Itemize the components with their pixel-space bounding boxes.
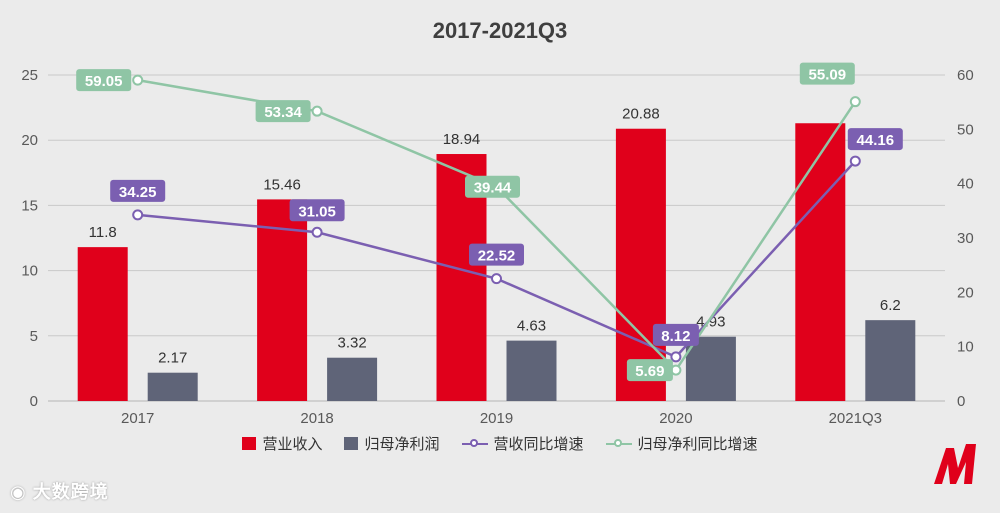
x-tick-label: 2021Q3: [829, 410, 882, 427]
line-point: [491, 273, 502, 285]
watermark-text: 大数跨境: [32, 482, 109, 502]
line-point: [132, 209, 144, 221]
legend: 营业收入 归母净利润 营收同比增速 归母净利同比增速: [0, 433, 1000, 454]
x-tick-label: 2019: [480, 410, 513, 427]
line-data-label: 5.69: [635, 363, 664, 380]
watermark: ◉ 大数跨境: [10, 478, 109, 504]
bar: [615, 128, 666, 401]
y-right-tick-label: 60: [957, 67, 974, 84]
bar: [77, 247, 128, 401]
x-tick-label: 2017: [121, 410, 154, 427]
bar-data-label: 3.32: [337, 335, 366, 352]
legend-swatch-revenue-growth: [461, 438, 488, 450]
y-right-tick-label: 50: [957, 121, 974, 138]
legend-label-net-profit: 归母净利润: [364, 436, 440, 453]
y-right-tick-label: 30: [957, 230, 974, 247]
legend-item-net-profit: 归母净利润: [344, 433, 440, 454]
line-data-label: 59.05: [85, 73, 123, 90]
y-right-tick-label: 10: [957, 339, 974, 356]
x-tick-label: 2020: [659, 410, 692, 427]
bar: [327, 357, 378, 401]
bar: [147, 372, 198, 401]
bar: [506, 340, 557, 401]
y-right-tick-label: 0: [957, 393, 965, 410]
y-left-tick-label: 0: [30, 393, 38, 410]
y-left-tick-label: 10: [21, 263, 38, 280]
bar: [257, 199, 308, 401]
bar: [795, 123, 846, 402]
bar-data-label: 15.46: [263, 176, 301, 193]
weibo-icon: ◉: [10, 482, 27, 502]
bar-data-label: 20.88: [622, 106, 660, 123]
line-label-box: [847, 128, 903, 151]
legend-swatch-net-profit: [344, 437, 359, 450]
bar-data-label: 2.17: [158, 350, 187, 367]
bar-data-label: 4.63: [517, 318, 546, 335]
line-data-label: 22.52: [478, 248, 516, 265]
line-data-label: 31.05: [298, 203, 336, 220]
line-data-label: 53.34: [264, 104, 302, 121]
line-label-box: [76, 69, 132, 92]
line-point: [849, 155, 861, 167]
bar: [865, 320, 916, 401]
y-left-tick-label: 15: [21, 197, 38, 214]
line-data-label: 39.44: [474, 180, 512, 197]
line-data-label: 55.09: [809, 67, 847, 84]
line-point: [311, 105, 323, 117]
y-left-tick-label: 20: [21, 132, 38, 149]
chart-title: 2017-2021Q3: [432, 18, 568, 43]
legend-swatch-profit-growth: [605, 438, 632, 450]
line-label-box: [465, 175, 520, 198]
line-data-label: 44.16: [857, 132, 895, 149]
line-point: [311, 226, 323, 238]
line-label-box: [469, 243, 524, 266]
red-m-logo-icon: [934, 444, 976, 484]
legend-label-revenue: 营业收入: [262, 436, 323, 453]
line-point: [670, 351, 682, 363]
line-label-box: [289, 199, 345, 222]
y-left-tick-label: 5: [30, 328, 38, 345]
line-label-box: [626, 359, 673, 382]
y-right-tick-label: 20: [957, 284, 974, 301]
bar: [685, 336, 736, 401]
line-point: [849, 96, 861, 108]
line-label-box: [652, 323, 699, 346]
bar-data-label: 11.8: [89, 224, 117, 241]
line-label-box: [110, 179, 166, 202]
bar-data-label: 18.94: [443, 131, 481, 148]
legend-item-revenue-growth: 营收同比增速: [461, 433, 584, 454]
legend-item-revenue: 营业收入: [242, 433, 322, 454]
y-right-tick-label: 40: [957, 176, 974, 193]
line-label-box: [255, 100, 311, 123]
legend-label-profit-growth: 归母净利同比增速: [637, 436, 758, 453]
y-left-tick-label: 25: [21, 67, 38, 84]
legend-swatch-revenue: [242, 437, 257, 450]
x-tick-label: 2018: [300, 410, 333, 427]
line-data-label: 8.12: [661, 328, 690, 345]
line-data-label: 34.25: [119, 184, 157, 201]
line-point: [132, 74, 144, 86]
legend-label-revenue-growth: 营收同比增速: [493, 436, 584, 453]
line-label-box: [799, 62, 855, 85]
legend-item-profit-growth: 归母净利同比增速: [605, 433, 758, 454]
bar-data-label: 6.2: [880, 297, 901, 314]
